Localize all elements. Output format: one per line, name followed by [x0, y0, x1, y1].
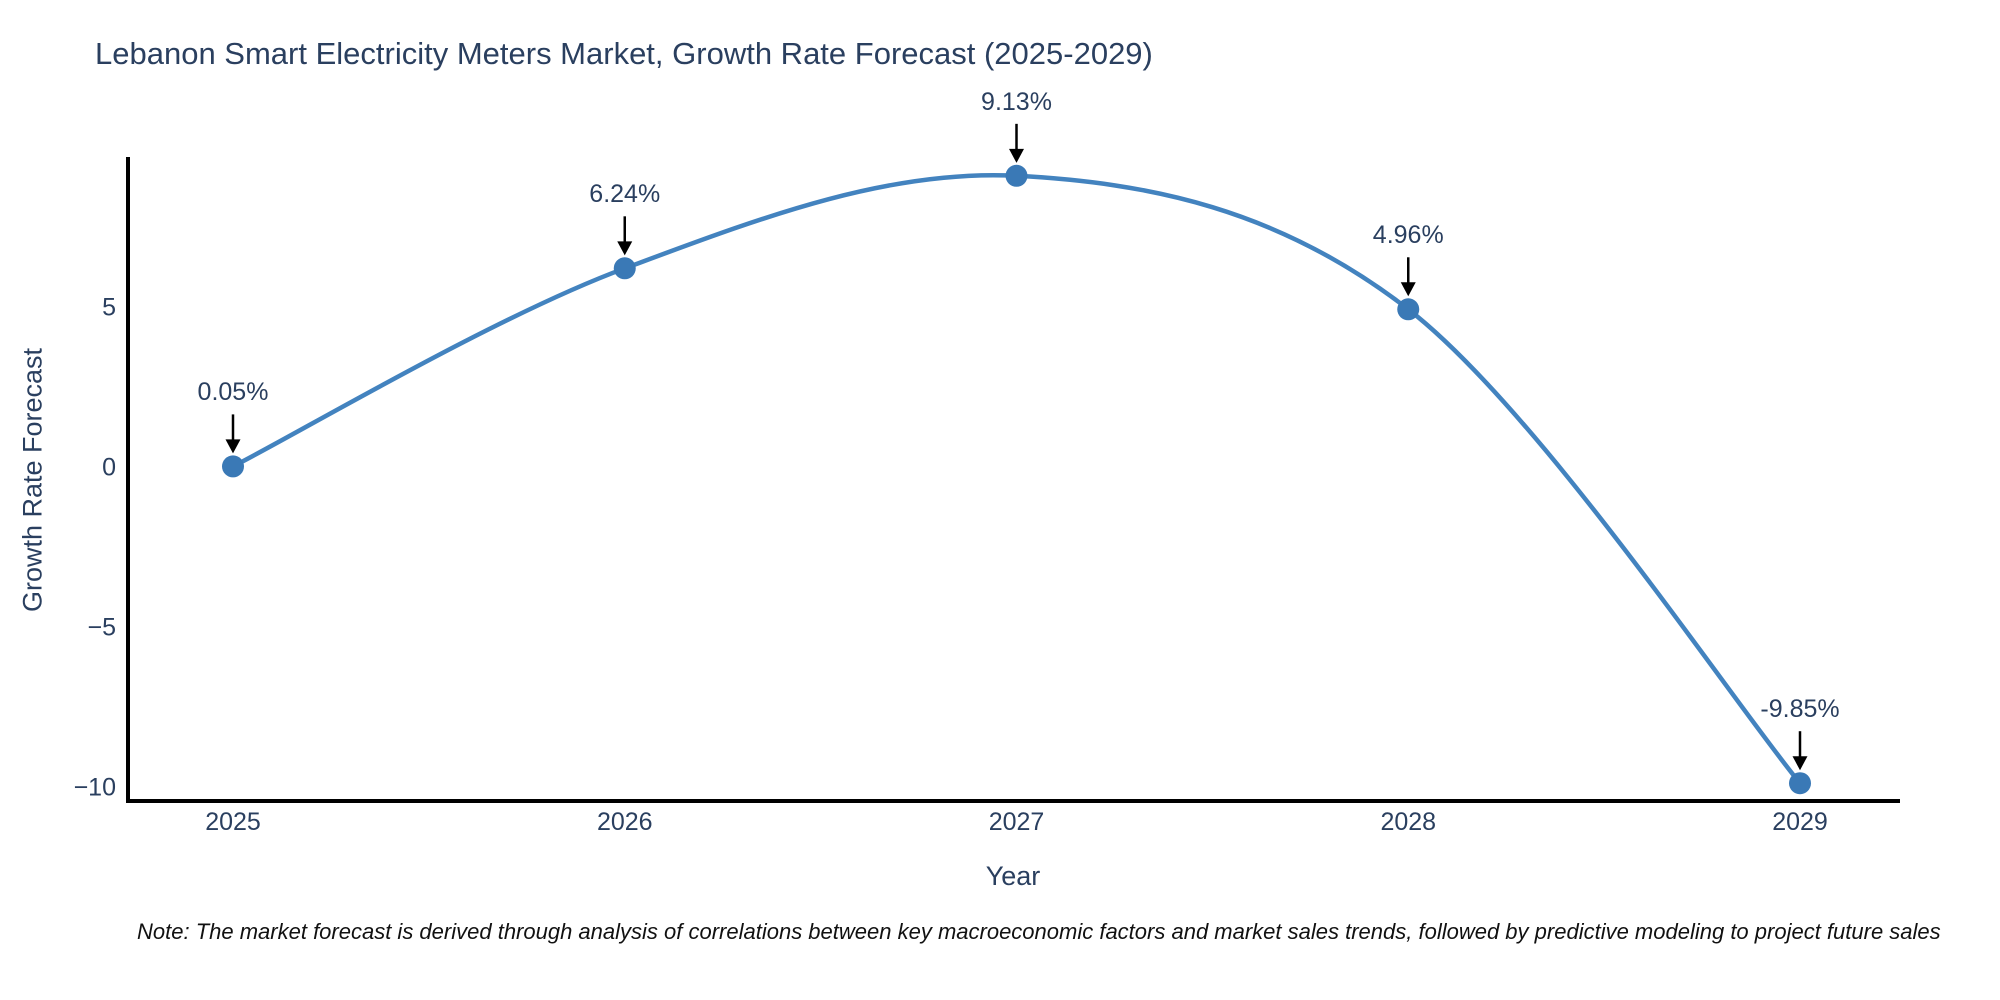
y-tick-label: 5 [102, 293, 116, 322]
x-tick-label: 2026 [596, 808, 653, 836]
x-axis-line [126, 799, 1900, 803]
data-point-marker [1789, 772, 1811, 795]
footnote: Note: The market forecast is derived thr… [137, 919, 1941, 944]
annotation-arrowhead-icon [1792, 756, 1808, 771]
data-point-marker [1005, 164, 1028, 187]
forecast-spline-line [230, 172, 1803, 786]
annotation-arrowhead-icon [617, 241, 633, 256]
x-tick-label: 2025 [205, 808, 261, 836]
point-value-label: -9.85% [1760, 695, 1840, 724]
chart-title: Lebanon Smart Electricity Meters Market,… [95, 36, 1153, 71]
x-tick-label: 2028 [1380, 808, 1437, 836]
y-tick-label: 0 [102, 453, 116, 482]
data-point-marker [222, 455, 244, 478]
x-axis-title: Year [985, 861, 1041, 891]
annotation-arrowhead-icon [1400, 282, 1416, 297]
annotation-arrowhead-icon [1009, 148, 1024, 163]
point-value-label: 4.96% [1372, 221, 1444, 250]
y-tick-label: −10 [73, 773, 116, 802]
y-axis-line [126, 157, 130, 803]
point-value-label: 6.24% [589, 180, 661, 209]
y-tick-label: −5 [87, 613, 116, 642]
x-tick-label: 2027 [988, 808, 1045, 836]
point-value-label: 9.13% [981, 87, 1052, 116]
annotation-arrowhead-icon [225, 439, 241, 454]
data-point-marker [613, 257, 636, 280]
data-point-marker [1397, 298, 1420, 321]
point-value-label: 0.05% [197, 378, 269, 407]
x-tick-label: 2029 [1772, 808, 1828, 836]
